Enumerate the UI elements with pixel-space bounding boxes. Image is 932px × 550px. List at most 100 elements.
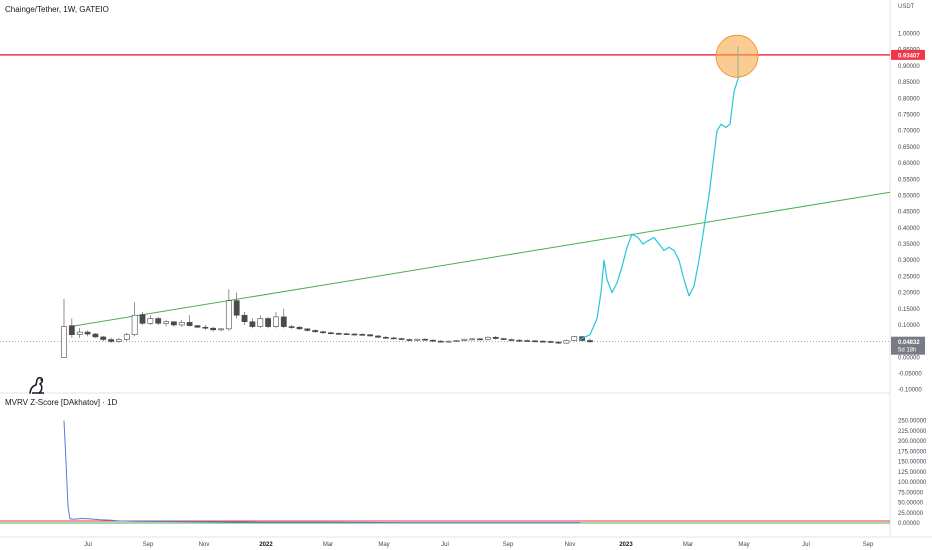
candle: [296, 326, 303, 330]
price-tick-label: 0.00000: [898, 355, 920, 361]
candle: [273, 316, 279, 327]
candle: [375, 335, 381, 338]
candle: [139, 314, 146, 324]
time-tick-label: Jul: [441, 542, 449, 548]
candle: [163, 321, 169, 324]
indicator-tick-label: 75.00000: [898, 490, 924, 496]
time-tick-label: Mar: [683, 542, 693, 548]
candle: [508, 339, 515, 341]
last-price-label: 0.04832: [898, 340, 920, 346]
time-tick-label: 2022: [259, 542, 273, 548]
time-tick-label: May: [738, 542, 749, 548]
candle: [359, 334, 366, 336]
price-tick-label: 0.25000: [898, 274, 920, 280]
candle: [84, 331, 91, 335]
candle: [524, 340, 531, 342]
candle: [116, 339, 122, 342]
candle: [351, 333, 358, 336]
indicator-tick-label: 250.00000: [898, 419, 927, 425]
candle: [320, 331, 326, 334]
candle: [171, 321, 177, 326]
candle: [194, 325, 201, 328]
indicator-tick-label: 200.00000: [898, 439, 927, 445]
time-tick-label: Jul: [802, 542, 810, 548]
candle: [335, 333, 342, 335]
candle: [210, 327, 217, 331]
time-tick-label: Jul: [84, 542, 92, 548]
price-tick-label: 0.30000: [898, 258, 920, 264]
candle: [477, 338, 483, 341]
price-tick-label: -0.10000: [898, 388, 922, 394]
candle: [563, 340, 570, 344]
price-tick-label: 0.65000: [898, 145, 920, 151]
tradingview-logo-icon: [29, 377, 44, 394]
indicator-tick-label: 125.00000: [898, 470, 927, 476]
candle: [398, 338, 405, 340]
price-pane[interactable]: 1.000000.950000.900000.850000.800000.750…: [0, 32, 925, 394]
candle: [532, 340, 538, 343]
time-tick-label: Sep: [143, 542, 154, 548]
indicator-tick-label: 150.00000: [898, 460, 927, 466]
price-tick-label: -0.05000: [898, 372, 922, 378]
trendline[interactable]: [69, 191, 891, 328]
candle: [492, 336, 499, 339]
candle: [571, 336, 578, 341]
candle: [100, 336, 107, 340]
candle: [547, 341, 554, 343]
indicator-tick-label: 25.00000: [898, 511, 924, 517]
candle: [265, 318, 271, 327]
candle: [343, 333, 350, 336]
candle: [453, 340, 460, 342]
price-tick-label: 0.45000: [898, 210, 920, 216]
candle: [587, 340, 593, 343]
candle: [202, 326, 209, 329]
candle: [382, 336, 389, 339]
price-tick-label: 0.80000: [898, 96, 920, 102]
time-tick-label: Nov: [565, 542, 576, 548]
price-tick-label: 0.55000: [898, 177, 920, 183]
price-tick-label: 0.35000: [898, 242, 920, 248]
candle: [186, 322, 193, 326]
candle: [233, 300, 240, 316]
candle: [469, 338, 476, 341]
candle: [225, 300, 232, 330]
candle: [241, 314, 248, 323]
price-tick-label: 0.40000: [898, 226, 920, 232]
candle: [61, 326, 67, 358]
time-axis[interactable]: Jul Sep Nov 2022 Mar May Jul Sep Nov 2023 Mar May Ju…: [84, 542, 874, 548]
price-unit: USDT: [898, 4, 915, 10]
candle: [461, 338, 468, 341]
indicator-pane[interactable]: 250.00000 225.00000 200.00000 175.00000 150.…: [0, 419, 927, 527]
indicator-title: MVRV Z-Score [DAkhatov] · 1D: [5, 398, 118, 407]
price-tick-label: 0.10000: [898, 323, 920, 329]
price-tick-label: 0.50000: [898, 193, 920, 199]
candle: [108, 339, 114, 342]
indicator-series-line[interactable]: [63, 420, 580, 524]
candle: [178, 322, 185, 326]
price-tick-label: 0.75000: [898, 112, 920, 118]
price-tick-label: 1.00000: [898, 32, 920, 38]
candle: [280, 316, 287, 327]
chart-title: Chainge/Tether, 1W, GATEIO: [5, 5, 109, 14]
price-tick-label: 0.85000: [898, 80, 920, 86]
candle: [123, 334, 130, 340]
candle: [406, 339, 413, 341]
price-tick-label: 0.70000: [898, 129, 920, 135]
candle: [327, 332, 334, 335]
candle: [76, 331, 83, 335]
candle: [155, 318, 162, 324]
candle: [555, 341, 562, 344]
time-tick-label: Sep: [503, 542, 514, 548]
price-tick-label: 0.60000: [898, 161, 920, 167]
price-tick-label: 0.15000: [898, 307, 920, 313]
candle: [422, 338, 428, 341]
candle: [414, 338, 421, 341]
indicator-tick-label: 0.00000: [898, 521, 920, 527]
highlight-circle[interactable]: [715, 34, 759, 78]
candle: [249, 321, 256, 327]
price-tick-label: 0.90000: [898, 64, 920, 70]
countdown-label: 5d 18h: [898, 348, 916, 354]
projection-path[interactable]: [579, 46, 739, 341]
time-tick-label: Mar: [323, 542, 333, 548]
